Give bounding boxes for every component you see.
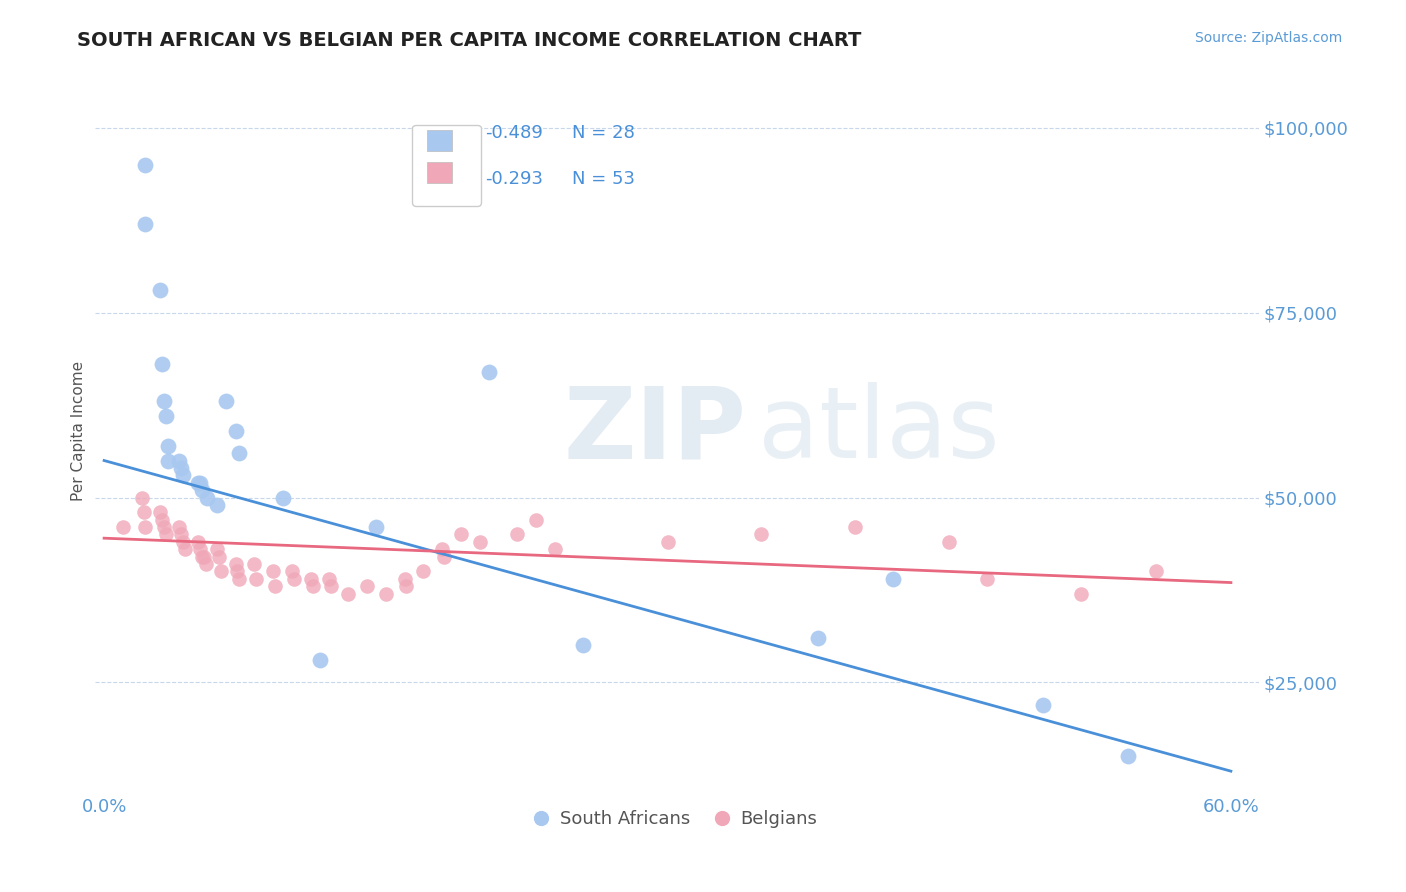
Legend: South Africans, Belgians: South Africans, Belgians	[529, 803, 825, 835]
Point	[167, 453, 190, 467]
Point	[226, 565, 249, 579]
Point	[156, 439, 179, 453]
Text: ZIP: ZIP	[564, 383, 747, 479]
Point	[1144, 565, 1167, 579]
Text: -0.293: -0.293	[485, 170, 543, 188]
Point	[1032, 698, 1054, 712]
Point	[544, 542, 567, 557]
Point	[156, 453, 179, 467]
Point	[228, 446, 250, 460]
Point	[132, 505, 155, 519]
Point	[468, 534, 491, 549]
Point	[506, 527, 529, 541]
Point	[245, 572, 267, 586]
Point	[262, 565, 284, 579]
Point	[215, 394, 238, 409]
Point	[412, 565, 434, 579]
Point	[318, 572, 340, 586]
Point	[150, 513, 173, 527]
Point	[172, 468, 194, 483]
Point	[153, 394, 176, 409]
Text: -0.489: -0.489	[485, 124, 543, 143]
Point	[131, 491, 153, 505]
Point	[264, 579, 287, 593]
Point	[299, 572, 322, 586]
Point	[1116, 749, 1139, 764]
Point	[1070, 587, 1092, 601]
Point	[190, 483, 212, 497]
Point	[301, 579, 323, 593]
Point	[172, 534, 194, 549]
Point	[309, 653, 332, 667]
Point	[337, 587, 360, 601]
Point	[155, 409, 177, 424]
Point	[134, 158, 156, 172]
Point	[321, 579, 343, 593]
Text: SOUTH AFRICAN VS BELGIAN PER CAPITA INCOME CORRELATION CHART: SOUTH AFRICAN VS BELGIAN PER CAPITA INCO…	[77, 31, 862, 50]
Point	[188, 475, 211, 490]
Point	[751, 527, 773, 541]
Point	[153, 520, 176, 534]
Point	[228, 572, 250, 586]
Point	[208, 549, 231, 564]
Point	[187, 475, 209, 490]
Point	[283, 572, 305, 586]
Point	[657, 534, 679, 549]
Point	[194, 557, 217, 571]
Point	[394, 572, 416, 586]
Text: Source: ZipAtlas.com: Source: ZipAtlas.com	[1195, 31, 1343, 45]
Point	[243, 557, 266, 571]
Text: N = 28: N = 28	[572, 124, 636, 143]
Point	[188, 542, 211, 557]
Text: R =: R =	[450, 124, 489, 143]
Point	[205, 498, 228, 512]
Point	[807, 631, 830, 645]
Point	[149, 284, 172, 298]
Point	[976, 572, 998, 586]
Point	[882, 572, 904, 586]
Point	[366, 520, 388, 534]
Point	[149, 505, 172, 519]
Point	[938, 534, 960, 549]
Point	[433, 549, 456, 564]
Point	[197, 491, 219, 505]
Point	[478, 365, 501, 379]
Point	[173, 542, 195, 557]
Point	[271, 491, 294, 505]
Point	[209, 565, 232, 579]
Point	[205, 542, 228, 557]
Y-axis label: Per Capita Income: Per Capita Income	[72, 361, 86, 501]
Text: R =: R =	[450, 170, 489, 188]
Point	[844, 520, 866, 534]
Point	[134, 217, 156, 231]
Point	[225, 424, 247, 438]
Point	[193, 549, 215, 564]
Point	[450, 527, 472, 541]
Point	[430, 542, 453, 557]
Point	[150, 357, 173, 371]
Point	[281, 565, 304, 579]
Point	[395, 579, 418, 593]
Point	[374, 587, 396, 601]
Text: N = 53: N = 53	[572, 170, 636, 188]
Point	[572, 639, 595, 653]
Point	[524, 513, 547, 527]
Point	[134, 520, 156, 534]
Point	[356, 579, 378, 593]
Point	[167, 520, 190, 534]
Point	[155, 527, 177, 541]
Point	[225, 557, 247, 571]
Point	[111, 520, 134, 534]
Point	[170, 527, 193, 541]
Point	[190, 549, 212, 564]
Point	[170, 461, 193, 475]
Text: atlas: atlas	[758, 383, 1000, 479]
Point	[187, 534, 209, 549]
